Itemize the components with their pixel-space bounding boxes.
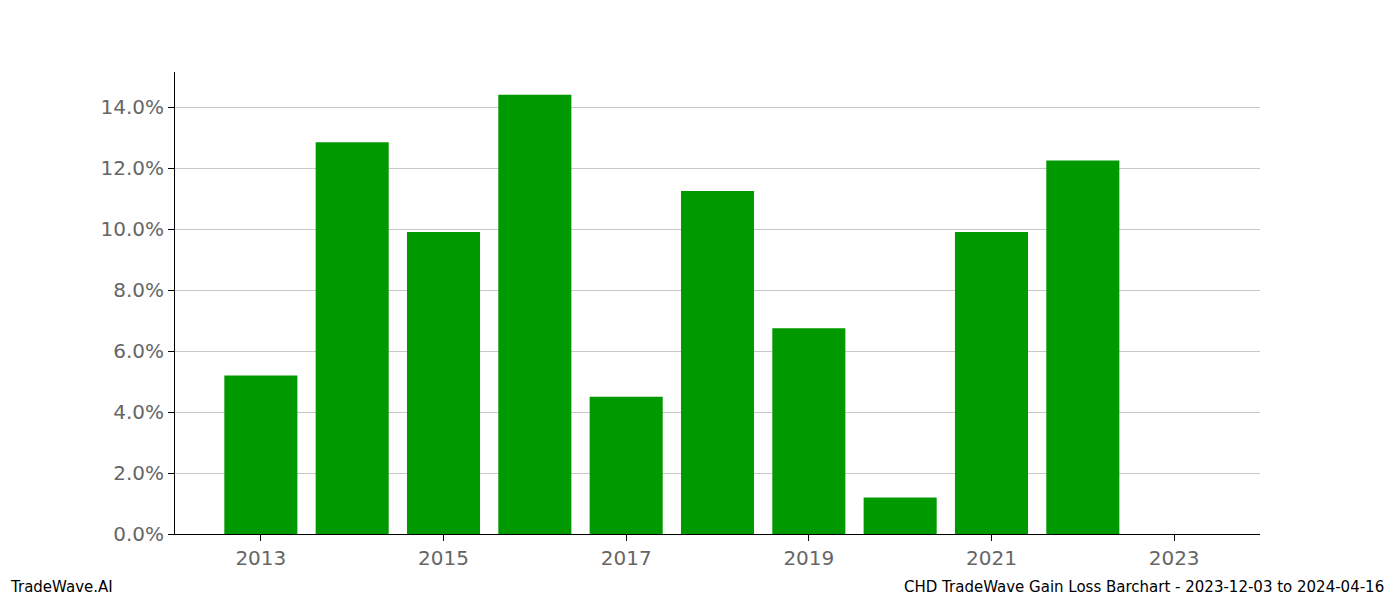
svg-text:12.0%: 12.0%: [100, 156, 164, 180]
svg-text:2023: 2023: [1149, 546, 1200, 570]
svg-text:2015: 2015: [418, 546, 469, 570]
svg-text:2021: 2021: [966, 546, 1017, 570]
svg-text:6.0%: 6.0%: [113, 339, 164, 363]
svg-text:2019: 2019: [783, 546, 834, 570]
svg-text:2017: 2017: [601, 546, 652, 570]
svg-text:8.0%: 8.0%: [113, 278, 164, 302]
svg-text:CHD TradeWave Gain Loss Barcha: CHD TradeWave Gain Loss Barchart - 2023-…: [904, 578, 1384, 596]
svg-text:14.0%: 14.0%: [100, 95, 164, 119]
svg-text:TradeWave.AI: TradeWave.AI: [10, 578, 113, 596]
svg-text:2.0%: 2.0%: [113, 461, 164, 485]
svg-text:4.0%: 4.0%: [113, 400, 164, 424]
svg-text:2013: 2013: [235, 546, 286, 570]
svg-text:0.0%: 0.0%: [113, 522, 164, 546]
svg-text:10.0%: 10.0%: [100, 217, 164, 241]
